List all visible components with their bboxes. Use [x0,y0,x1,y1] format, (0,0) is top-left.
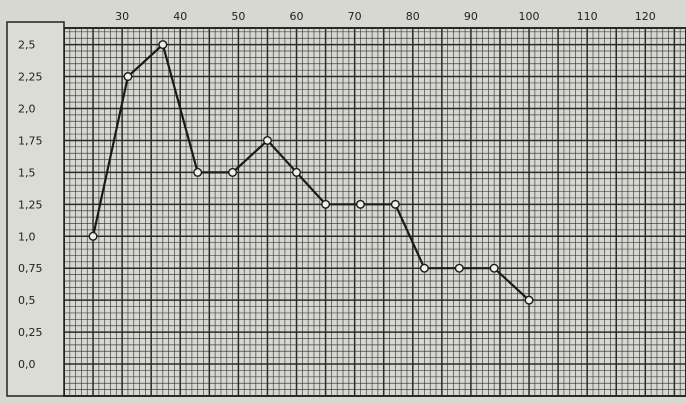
data-point [355,199,365,209]
x-tick-label: 40 [173,10,187,23]
data-point [158,40,168,50]
data-point [123,72,133,82]
y-tick-label: 0,5 [18,294,36,307]
x-tick-label: 80 [406,10,420,23]
data-point [292,167,302,177]
major-grid [63,27,686,397]
y-tick-label: 1,0 [18,230,36,243]
data-point [390,199,400,209]
data-point [193,167,203,177]
x-tick-label: 30 [115,10,129,23]
y-tick-label: 1,5 [18,166,36,179]
data-point [88,231,98,241]
x-tick-labels: 30 40 50 60 70 80 90 100 110 120 [115,10,656,23]
y-tick-label: 2,5 [18,39,36,52]
series-line [92,43,530,302]
y-label-panel [6,21,65,397]
x-tick-label: 100 [519,10,540,23]
series-layer [88,40,534,305]
y-tick-label: 1,75 [18,134,43,147]
x-tick-label: 60 [290,10,304,23]
data-point [262,135,272,145]
y-tick-labels: 2,5 2,25 2,0 1,75 1,5 1,25 1,0 0,75 0,5 0,25 0,0 [18,39,43,371]
y-tick-label: 2,0 [18,103,36,116]
x-tick-label: 110 [577,10,598,23]
y-tick-label: 1,25 [18,198,43,211]
y-tick-label: 2,25 [18,71,43,84]
x-tick-label: 50 [231,10,245,23]
data-point [524,295,534,305]
x-tick-label: 90 [464,10,478,23]
data-point [419,263,429,273]
y-tick-label: 0,0 [18,358,36,371]
data-point [454,263,464,273]
data-point [228,167,238,177]
x-tick-label: 70 [348,10,362,23]
data-point [321,199,331,209]
y-tick-label: 0,25 [18,326,43,339]
x-tick-label: 120 [635,10,656,23]
y-tick-label: 0,75 [18,262,43,275]
data-point [489,263,499,273]
